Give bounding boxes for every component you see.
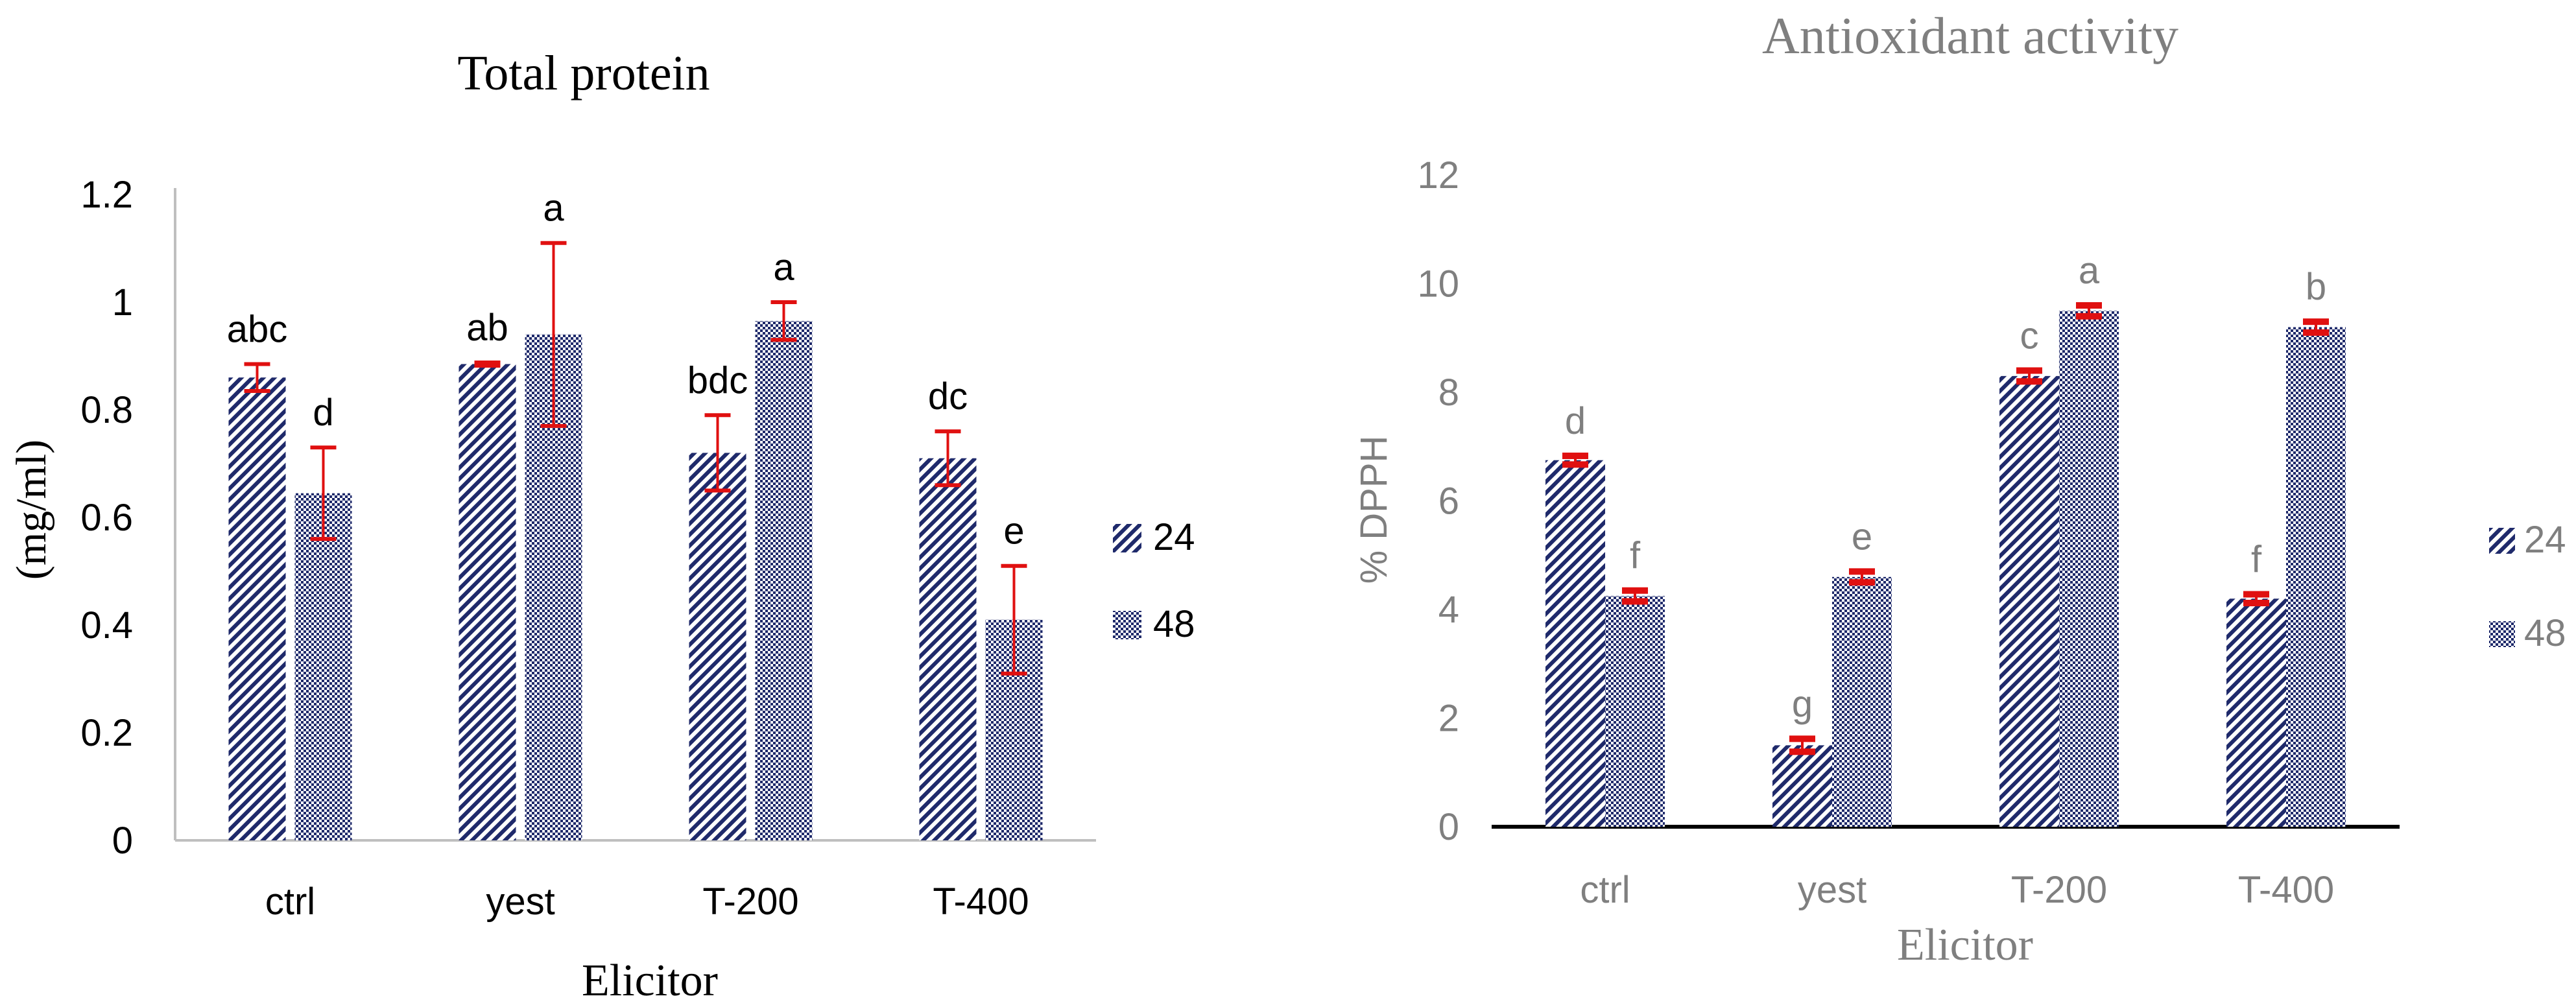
- bar-24-yest: [1772, 745, 1832, 827]
- y-tick-label: 4: [1438, 589, 1459, 631]
- bar-24-T-200: [1999, 375, 2059, 827]
- bar-48-ctrl: [294, 493, 352, 840]
- chart-title: Antioxidant activity: [1762, 8, 2178, 65]
- x-axis-label: Elicitor: [1897, 920, 2033, 970]
- y-tick-label: 0.2: [80, 712, 133, 754]
- x-axis-label: Elicitor: [582, 956, 718, 1006]
- significance-letter: a: [2079, 250, 2100, 292]
- y-tick-label: 8: [1438, 372, 1459, 414]
- x-tick-label: T-400: [933, 881, 1029, 923]
- chart-antioxidant-activity: Antioxidant activity % DPPH Elicitor 024…: [1353, 8, 2566, 970]
- y-tick-label: 0: [1438, 806, 1459, 848]
- plot-area: 0 2 4 6 8 10 12 ctrl d f yest g e T-200 ca T-400 f b: [1417, 154, 2400, 911]
- significance-letter: b: [2306, 266, 2326, 308]
- x-tick-label: ctrl: [1580, 869, 1630, 911]
- legend: 24 48: [1113, 516, 1195, 645]
- legend-swatch-24: [1113, 524, 1141, 552]
- legend-swatch-24: [2489, 528, 2515, 554]
- y-tick-label: 6: [1438, 480, 1459, 523]
- significance-letter: e: [1003, 510, 1024, 552]
- bar-24-T-400: [919, 458, 977, 840]
- y-tick-label: 12: [1417, 154, 1459, 196]
- x-tick-label: T-200: [702, 881, 798, 923]
- significance-letter: e: [1852, 515, 1872, 558]
- y-tick-label: 2: [1438, 698, 1459, 740]
- bar-48-T-200: [755, 321, 813, 840]
- y-tick-label: 1.2: [80, 174, 133, 216]
- bar-48-T-400: [2286, 327, 2346, 827]
- bar-24-ctrl: [228, 377, 286, 840]
- significance-letter: dc: [928, 375, 968, 418]
- y-tick-label: 10: [1417, 263, 1459, 305]
- significance-letter: bdc: [687, 359, 748, 401]
- significance-letter: d: [1565, 400, 1586, 442]
- significance-letter: a: [773, 246, 794, 289]
- legend-swatch-48: [2489, 621, 2515, 647]
- bar-48-yest: [1832, 576, 1892, 827]
- legend-label-24: 24: [1153, 516, 1195, 558]
- x-tick-label: yest: [486, 881, 555, 923]
- bar-24-T-200: [689, 453, 746, 840]
- x-tick-label: T-400: [2238, 869, 2334, 911]
- bar-24-yest: [459, 364, 516, 840]
- x-tick-label: yest: [1798, 869, 1866, 911]
- y-tick-label: 0.6: [80, 497, 133, 539]
- bar-24-ctrl: [1545, 460, 1605, 827]
- significance-letter: a: [543, 187, 564, 230]
- significance-letter: ab: [466, 307, 508, 349]
- bar-48-T-200: [2059, 311, 2119, 827]
- significance-letter: d: [313, 392, 333, 434]
- y-axis-label: % DPPH: [1353, 436, 1395, 584]
- legend-label-48: 48: [2524, 612, 2566, 654]
- significance-letter: f: [2251, 539, 2262, 581]
- chart-total-protein: Total protein (mg/ml) Elicitor 0 0.2 0.4 0.…: [8, 46, 1195, 1006]
- x-tick-label: T-200: [2011, 869, 2107, 911]
- significance-letter: g: [1792, 683, 1813, 725]
- significance-letter: abc: [227, 308, 288, 350]
- legend-swatch-48: [1113, 611, 1141, 639]
- bar-48-ctrl: [1605, 596, 1665, 827]
- y-tick-label: 0: [112, 820, 133, 862]
- significance-letter: c: [2020, 315, 2039, 357]
- bar-24-T-400: [2226, 598, 2286, 827]
- legend: 24 48: [2489, 519, 2566, 654]
- legend-label-48: 48: [1153, 603, 1195, 645]
- y-axis-label: (mg/ml): [8, 440, 55, 580]
- y-tick-label: 0.4: [80, 604, 133, 646]
- legend-label-24: 24: [2524, 519, 2566, 561]
- chart-title: Total protein: [457, 46, 710, 101]
- x-tick-label: ctrl: [265, 881, 315, 923]
- y-tick-label: 1: [112, 281, 133, 324]
- y-tick-label: 0.8: [80, 389, 133, 431]
- significance-letter: f: [1630, 535, 1641, 577]
